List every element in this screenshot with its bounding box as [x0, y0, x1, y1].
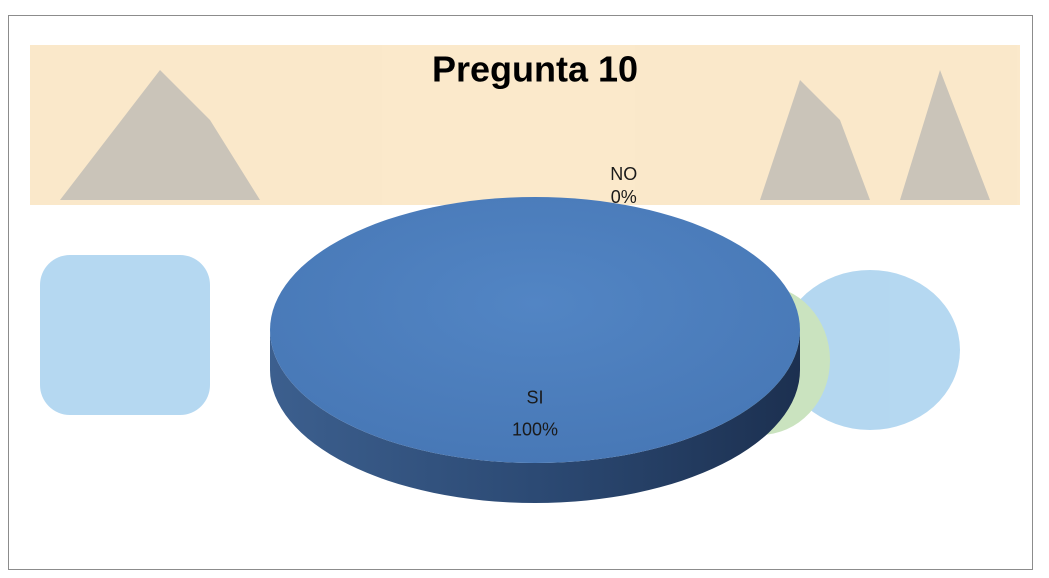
- data-label-category: SI: [526, 387, 543, 407]
- data-label-value: 0%: [611, 187, 637, 207]
- data-label-value: 100%: [512, 419, 558, 439]
- pie-slice: [270, 197, 800, 463]
- chart-title: Pregunta 10: [432, 49, 638, 90]
- pie-side: [270, 330, 800, 503]
- data-label-category: NO: [610, 164, 637, 184]
